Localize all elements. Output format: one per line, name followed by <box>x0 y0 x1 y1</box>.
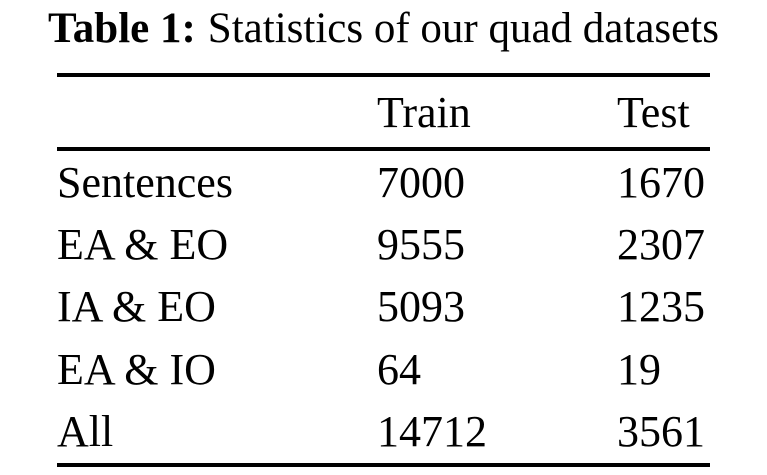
test-value: 1670 <box>617 157 705 207</box>
header-cell-test: Test <box>617 87 690 137</box>
mid-rule <box>57 147 710 151</box>
test-value: 1235 <box>617 282 705 332</box>
table-row: IA & EO 5093 1235 <box>57 281 710 332</box>
table-row: EA & EO 9555 2307 <box>57 219 710 270</box>
row-label: EA & EO <box>57 220 229 270</box>
row-label: EA & IO <box>57 344 216 394</box>
table-caption-title: Statistics of our quad datasets <box>207 5 719 52</box>
train-value: 7000 <box>377 157 465 207</box>
train-value: 9555 <box>377 220 465 270</box>
table-header-row: Train Test <box>57 77 710 147</box>
header-cell-train: Train <box>377 87 471 137</box>
row-label: All <box>57 407 114 457</box>
table-row: All 14712 3561 <box>57 406 710 457</box>
bottom-rule <box>57 463 710 467</box>
test-value: 19 <box>617 344 661 394</box>
train-value: 5093 <box>377 282 465 332</box>
test-value: 2307 <box>617 220 705 270</box>
row-label: IA & EO <box>57 282 216 332</box>
table-row: Sentences 7000 1670 <box>57 157 710 208</box>
train-value: 64 <box>377 344 421 394</box>
row-label: Sentences <box>57 157 233 207</box>
top-rule <box>57 73 710 77</box>
train-value: 14712 <box>377 407 487 457</box>
table-body: Sentences 7000 1670 EA & EO 9555 2307 IA… <box>57 151 710 463</box>
statistics-table: Train Test Sentences 7000 1670 EA & EO 9… <box>57 73 710 467</box>
table-caption-label: Table 1: <box>48 5 196 52</box>
test-value: 3561 <box>617 407 705 457</box>
table-caption: Table 1: Statistics of our quad datasets <box>0 1 767 57</box>
table-row: EA & IO 64 19 <box>57 344 710 395</box>
